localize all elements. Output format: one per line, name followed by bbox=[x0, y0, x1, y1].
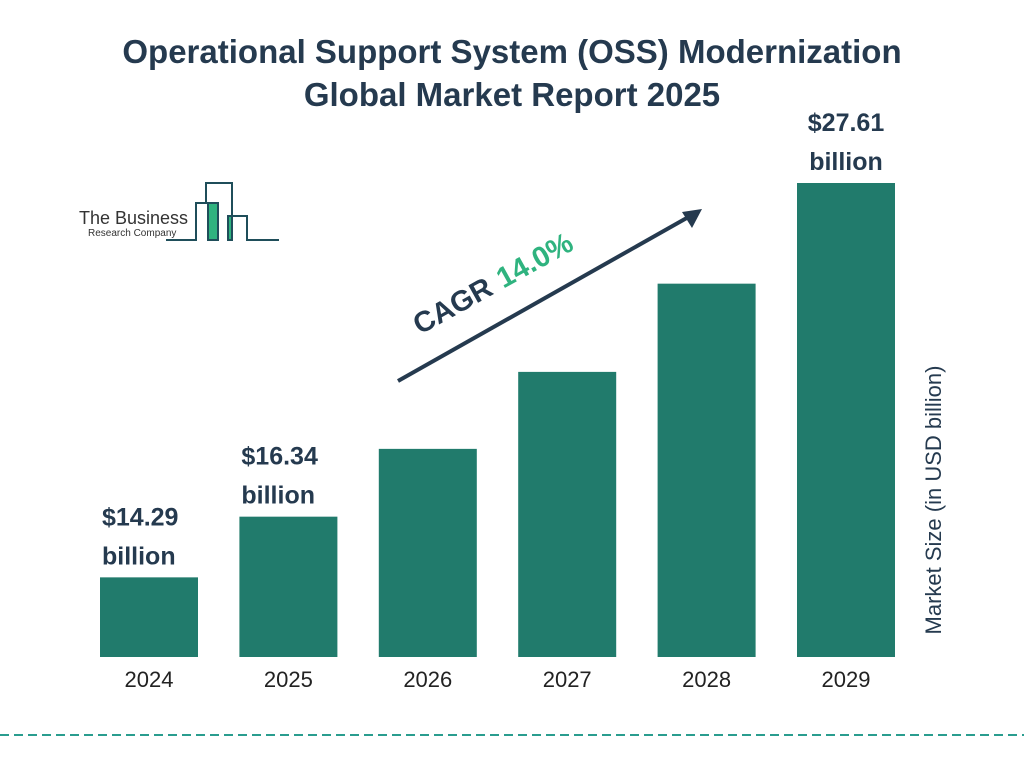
x-tick-label: 2027 bbox=[543, 667, 592, 692]
logo-line-2: Research Company bbox=[88, 228, 176, 239]
data-label: $27.61 bbox=[808, 109, 885, 137]
bar-2026 bbox=[378, 448, 477, 657]
x-tick-label: 2029 bbox=[822, 667, 871, 692]
bar-2028 bbox=[657, 283, 756, 657]
data-label: billion bbox=[241, 482, 315, 510]
x-tick-label: 2025 bbox=[264, 667, 313, 692]
cagr-label: CAGR14.0% bbox=[408, 227, 579, 341]
bar-2025 bbox=[239, 516, 338, 657]
data-label: $14.29 bbox=[102, 503, 178, 531]
arrow-head-icon bbox=[682, 209, 702, 228]
title-line-1: Operational Support System (OSS) Moderni… bbox=[122, 33, 902, 70]
x-tick-label: 2028 bbox=[682, 667, 731, 692]
data-label: $16.34 bbox=[241, 443, 318, 471]
x-tick-label: 2024 bbox=[125, 667, 174, 692]
data-label: billion bbox=[809, 148, 883, 176]
bar-2029 bbox=[797, 183, 895, 657]
logo-line-1: The Business bbox=[79, 208, 188, 228]
y-axis-label: Market Size (in USD billion) bbox=[921, 366, 946, 635]
logo-outline-icon bbox=[166, 182, 279, 241]
title-line-2: Global Market Report 2025 bbox=[303, 76, 721, 113]
x-tick-label: 2026 bbox=[403, 667, 452, 692]
bar-2024 bbox=[100, 577, 198, 657]
trend-arrow-icon bbox=[397, 213, 693, 383]
chart-title: Operational Support System (OSS) Moderni… bbox=[0, 30, 1024, 116]
data-label: billion bbox=[102, 542, 176, 570]
logo-bar-icon bbox=[209, 203, 218, 240]
bar-2027 bbox=[518, 371, 617, 657]
logo-bar-icon bbox=[228, 216, 232, 240]
logo: The Business Research Company bbox=[79, 182, 279, 241]
